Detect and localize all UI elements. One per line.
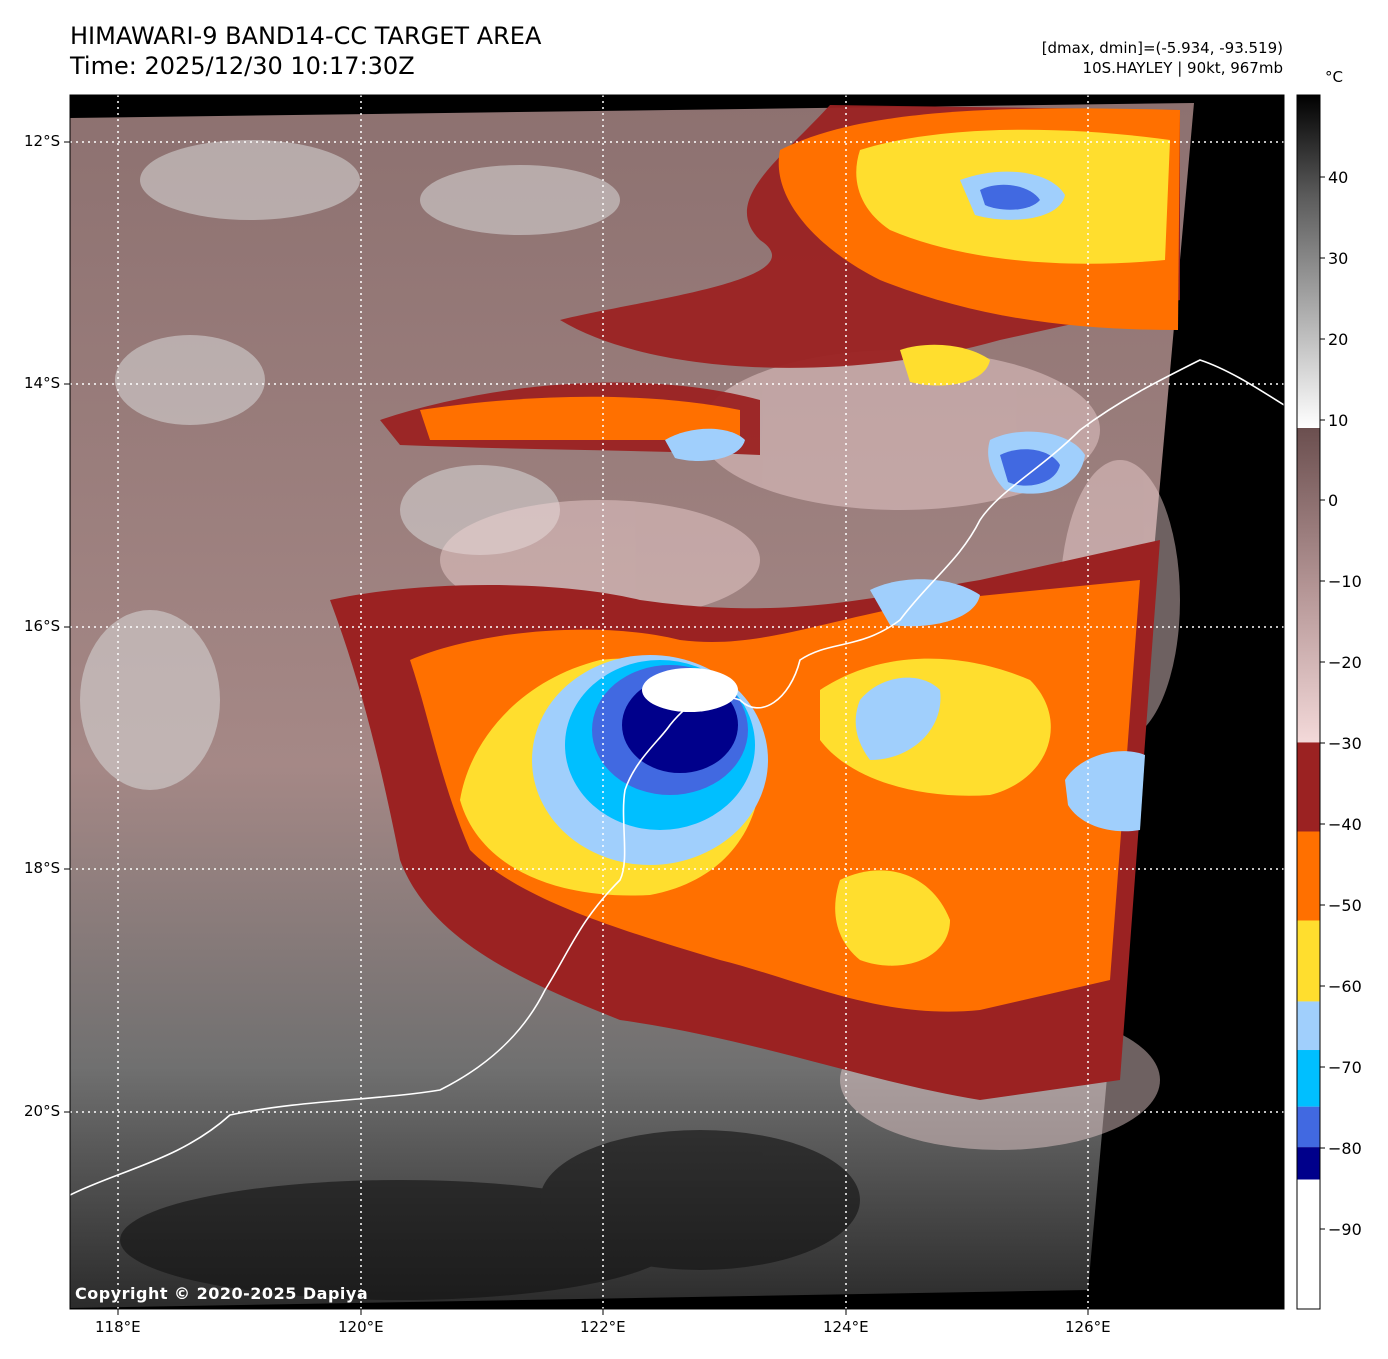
colorbar-tick: 10	[1328, 411, 1349, 430]
timestamp: Time: 2025/12/30 10:17:30Z	[70, 52, 415, 80]
colorbar-tick: −80	[1328, 1139, 1362, 1158]
colorbar-tick: −90	[1328, 1220, 1362, 1239]
colorbar-tick: −40	[1328, 815, 1362, 834]
colorbar-tick: 40	[1328, 168, 1349, 187]
storm-info-label: 10S.HAYLEY | 90kt, 967mb	[1082, 59, 1283, 77]
lon-label-122e: 122°E	[580, 1318, 626, 1336]
storm-core	[532, 655, 768, 865]
dmax-dmin-label: [dmax, dmin]=(-5.934, -93.519)	[1041, 39, 1283, 57]
lat-label-18s: 18°S	[24, 859, 61, 877]
lon-label-124e: 124°E	[823, 1318, 869, 1336]
colorbar-tick: −20	[1328, 653, 1362, 672]
gridlines	[70, 95, 1284, 1309]
colorbar-band	[1297, 831, 1320, 921]
colorbar-tick: −50	[1328, 896, 1362, 915]
title: HIMAWARI-9 BAND14-CC TARGET AREA	[70, 22, 542, 50]
colorbar-band	[1297, 742, 1320, 832]
colorbar-tick: 30	[1328, 249, 1349, 268]
colorbar-band	[1297, 1001, 1320, 1051]
colorbar-tick: 20	[1328, 330, 1349, 349]
colorbar-band	[1297, 1179, 1320, 1309]
lat-label-14s: 14°S	[24, 374, 61, 392]
coastline	[70, 359, 1284, 1196]
lat-label-16s: 16°S	[24, 617, 61, 635]
colorbar-band	[1297, 1147, 1320, 1180]
copyright-notice: Copyright © 2020-2025 Dapiya	[75, 1284, 369, 1303]
lon-label-120e: 120°E	[338, 1318, 384, 1336]
map-frame	[69, 94, 1285, 1310]
lat-label-20s: 20°S	[24, 1102, 61, 1120]
colorbar-band	[1297, 1050, 1320, 1107]
colorbar-band	[1297, 920, 1320, 1002]
colorbar-band	[1297, 1106, 1320, 1148]
axis-ticks	[64, 141, 1089, 1315]
lat-label-12s: 12°S	[24, 132, 61, 150]
colorbar-tick: −30	[1328, 734, 1362, 753]
map-area	[70, 95, 1284, 1309]
colorbar-tick: −10	[1328, 572, 1362, 591]
lon-label-118e: 118°E	[95, 1318, 141, 1336]
colorbar-tick: 0	[1328, 491, 1339, 510]
lon-label-126e: 126°E	[1065, 1318, 1111, 1336]
colorbar	[1296, 94, 1325, 1310]
colorbar-tick: −60	[1328, 977, 1362, 996]
colorbar-unit: °C	[1325, 68, 1343, 86]
colorbar-tick: −70	[1328, 1058, 1362, 1077]
